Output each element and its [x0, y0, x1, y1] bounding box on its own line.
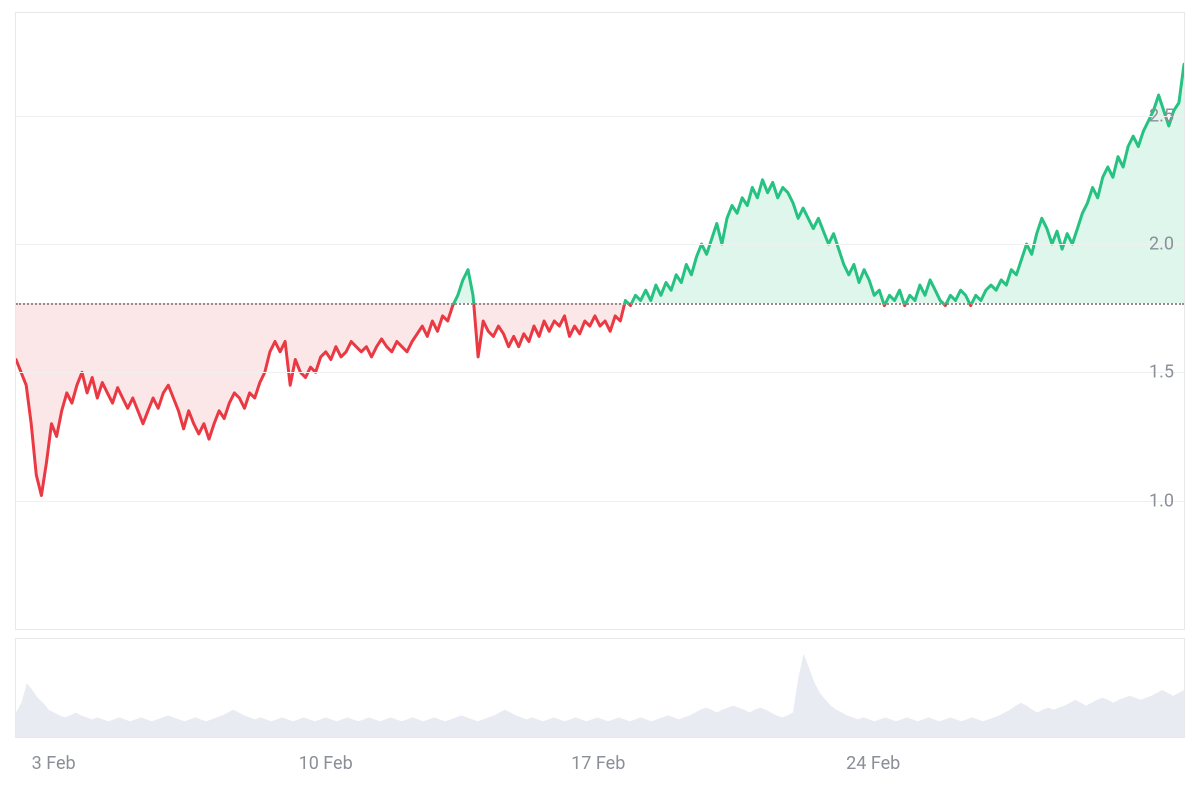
x-axis: 3 Feb 10 Feb 17 Feb 24 Feb: [15, 745, 1185, 775]
x-axis-label: 24 Feb: [846, 753, 900, 774]
baseline-dotted: [16, 303, 1184, 305]
volume-area-svg: [16, 639, 1184, 737]
gridline: [16, 244, 1184, 245]
gridline: [16, 501, 1184, 502]
price-chart-container: 1.0 1.5 2.0 2.5 3 Feb 10 Feb 17 Feb 24 Feb: [0, 0, 1200, 800]
y-axis-label: 2.0: [1149, 234, 1174, 255]
x-axis-label: 17 Feb: [571, 753, 625, 774]
y-axis-label: 1.5: [1149, 362, 1174, 383]
volume-chart[interactable]: [15, 638, 1185, 738]
x-axis-label: 10 Feb: [299, 753, 353, 774]
y-axis-label: 2.5: [1149, 105, 1174, 126]
gridline: [16, 372, 1184, 373]
price-line-svg: [16, 13, 1184, 629]
main-price-chart[interactable]: 1.0 1.5 2.0 2.5: [15, 12, 1185, 630]
x-axis-label: 3 Feb: [32, 753, 76, 774]
gridline: [16, 116, 1184, 117]
y-axis-label: 1.0: [1149, 490, 1174, 511]
